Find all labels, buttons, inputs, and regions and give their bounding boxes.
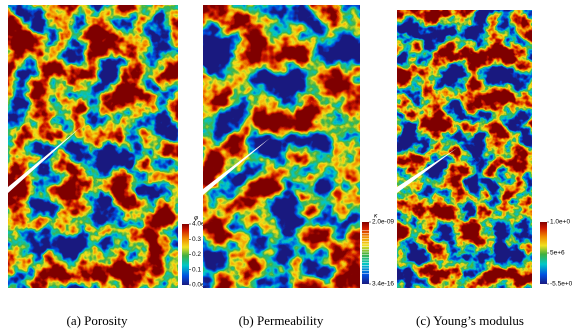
crack <box>8 126 82 193</box>
colorbar-label: 2.0e-09 <box>372 219 394 226</box>
colorbar <box>540 222 547 284</box>
caption: (b) Permeability <box>239 313 324 328</box>
colorbar-label: -5.5e+0 <box>550 281 573 288</box>
colorbar-label: 0.1 <box>192 266 201 273</box>
colorbar-label: 0.3 <box>192 236 201 243</box>
colorbar-title: κ <box>374 213 378 220</box>
colorbar-label: 3.4e-16 <box>372 281 394 288</box>
caption: (a) Porosity <box>66 313 128 328</box>
field-image <box>203 5 360 288</box>
colorbar-label: 0.2 <box>192 251 201 258</box>
colorbar-label: 1.0e+0 <box>550 219 570 226</box>
crack <box>203 138 270 195</box>
caption: (c) Young’s modulus <box>416 313 524 328</box>
crack <box>397 148 457 193</box>
colorbar <box>362 222 369 284</box>
colorbar-label: 5e+6 <box>550 250 565 257</box>
colorbar-title: φ <box>194 215 199 222</box>
colorbar <box>182 224 189 285</box>
field-image <box>8 5 178 288</box>
field-image <box>397 10 532 288</box>
